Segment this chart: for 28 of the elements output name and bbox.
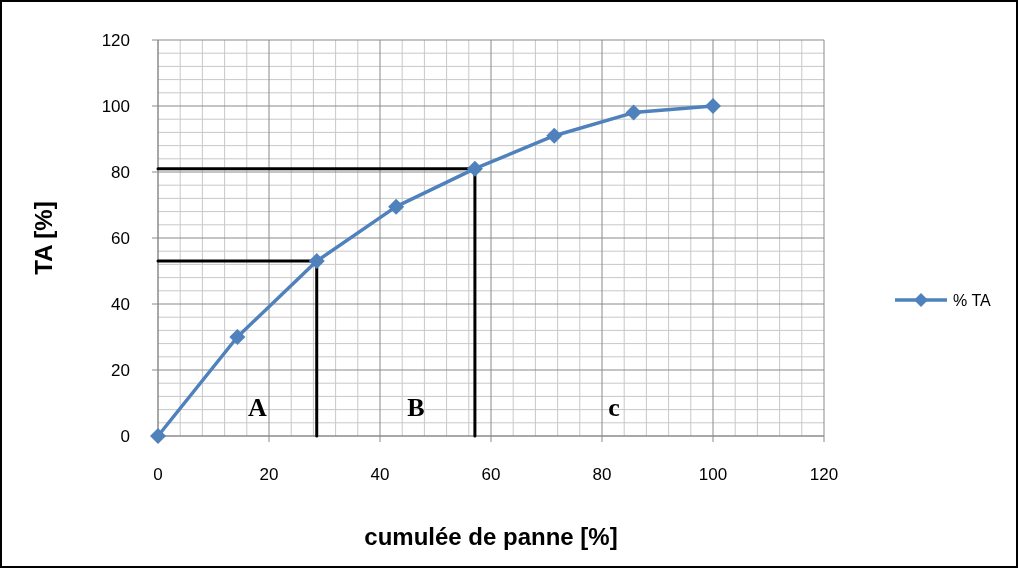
y-tick-label: 80 xyxy=(111,162,130,182)
annotation: c xyxy=(608,393,620,422)
y-tick-label: 40 xyxy=(111,294,130,314)
x-tick-label: 0 xyxy=(153,465,163,484)
point xyxy=(229,329,246,345)
x-tick-label: 40 xyxy=(370,465,390,484)
y-tick-label: 20 xyxy=(111,360,130,380)
y-tick-label: 0 xyxy=(120,426,130,446)
x-tick-label: 80 xyxy=(592,465,612,484)
y-tick-label: 100 xyxy=(101,96,130,116)
point xyxy=(388,198,405,215)
point xyxy=(466,160,483,177)
x-tick-label: 100 xyxy=(698,465,728,484)
legend-label: % TA xyxy=(953,291,991,309)
y-tick-label: 60 xyxy=(111,228,130,248)
y-tick-label: 120 xyxy=(101,30,130,50)
x-tick-label: 120 xyxy=(809,465,839,484)
point xyxy=(150,428,166,444)
point xyxy=(546,127,563,144)
x-tick-label: 60 xyxy=(481,465,501,484)
x-axis-title: cumulée de panne [%] xyxy=(364,523,618,550)
point xyxy=(705,98,721,114)
x-tick-label: 20 xyxy=(259,465,279,484)
annotation: A xyxy=(247,393,267,422)
y-axis-title: TA [%] xyxy=(30,201,57,275)
point xyxy=(625,104,642,121)
annotation: B xyxy=(407,393,425,422)
point xyxy=(308,253,325,270)
